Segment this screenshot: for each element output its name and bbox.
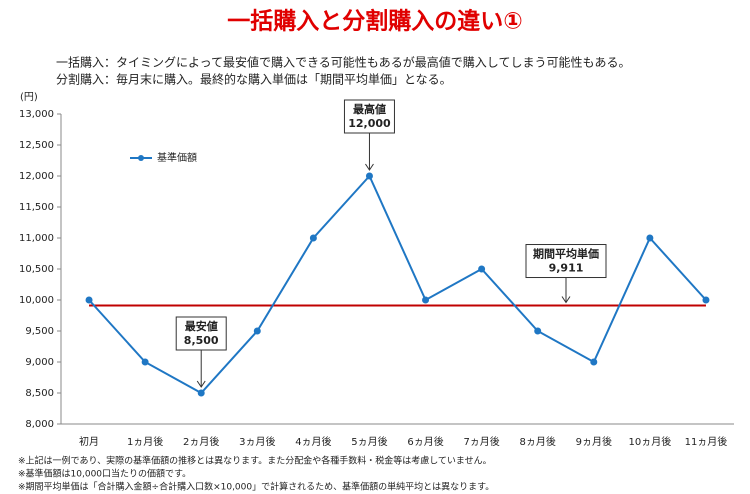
point <box>422 296 430 304</box>
x-tick-label: 2ヵ月後 <box>183 435 219 448</box>
annotation-value: 8,500 <box>184 334 219 347</box>
point <box>141 358 149 366</box>
annotation-box <box>175 316 227 351</box>
y-tick-label: 9,000 <box>25 357 54 368</box>
x-tick-label: 9ヵ月後 <box>576 435 612 448</box>
y-tick-label: 8,500 <box>25 388 54 399</box>
note: ※期間平均単価は「合計購入金額÷合計購入口数×10,000」で計算されるため、基… <box>18 481 494 493</box>
legend-label: 基準価額 <box>157 151 197 164</box>
note: ※上記は一例であり、実際の基準価額の推移とは異なります。また分配金や各種手数料・… <box>18 455 492 467</box>
y-tick-label: 11,500 <box>19 202 54 213</box>
y-tick-label: 12,500 <box>19 140 54 151</box>
y-tick-label: 13,000 <box>19 109 54 120</box>
annotation-label: 最高値 <box>353 102 386 116</box>
x-tick-label: 3ヵ月後 <box>239 435 275 448</box>
annotation-label: 最安値 <box>185 319 218 333</box>
arrow-head <box>365 163 374 171</box>
note: ※基準価額は10,000口当たりの価額です。 <box>18 468 191 480</box>
point <box>365 172 373 180</box>
point <box>197 389 205 397</box>
y-tick-label: 9,500 <box>25 326 54 337</box>
y-unit: (円) <box>20 92 38 103</box>
point <box>478 265 486 273</box>
x-tick-label: 5ヵ月後 <box>351 435 387 448</box>
y-tick-label: 10,500 <box>19 264 54 275</box>
annotation-box <box>525 244 607 279</box>
annotation-label: 期間平均単価 <box>533 247 599 261</box>
point <box>534 327 542 335</box>
annotation-box <box>343 99 395 134</box>
chart-title: 一括購入と分割購入の違い① <box>227 8 522 35</box>
series-line <box>88 174 707 395</box>
arrow-head <box>561 296 571 304</box>
subtitle: 一括購入：タイミングによって最安値で購入できる可能性もあるが最高値で購入してしま… <box>56 55 630 70</box>
point <box>85 296 93 304</box>
annotation-value: 9,911 <box>549 262 584 275</box>
x-tick-label: 8ヵ月後 <box>520 435 556 448</box>
arrow-head <box>196 380 206 388</box>
y-tick-label: 12,000 <box>19 171 54 182</box>
x-tick-label: 11ヵ月後 <box>685 435 728 448</box>
x-tick-label: 10ヵ月後 <box>629 435 672 448</box>
y-tick-label: 10,000 <box>19 295 54 306</box>
x-tick-label: 4ヵ月後 <box>295 435 331 448</box>
point <box>309 234 317 242</box>
x-tick-label: 初月 <box>79 435 99 448</box>
legend-marker <box>138 155 144 161</box>
point <box>253 327 261 335</box>
y-tick-label: 11,000 <box>19 233 54 244</box>
y-tick-label: 8,000 <box>25 419 54 430</box>
x-tick-label: 6ヵ月後 <box>407 435 443 448</box>
subtitle: 分割購入：毎月末に購入。最終的な購入単価は「期間平均単価」となる。 <box>56 72 452 87</box>
point <box>702 296 710 304</box>
x-tick-label: 1ヵ月後 <box>127 435 163 448</box>
annotation-value: 12,000 <box>348 117 391 130</box>
point <box>590 358 598 366</box>
point <box>646 234 654 242</box>
x-tick-label: 7ヵ月後 <box>463 435 499 448</box>
